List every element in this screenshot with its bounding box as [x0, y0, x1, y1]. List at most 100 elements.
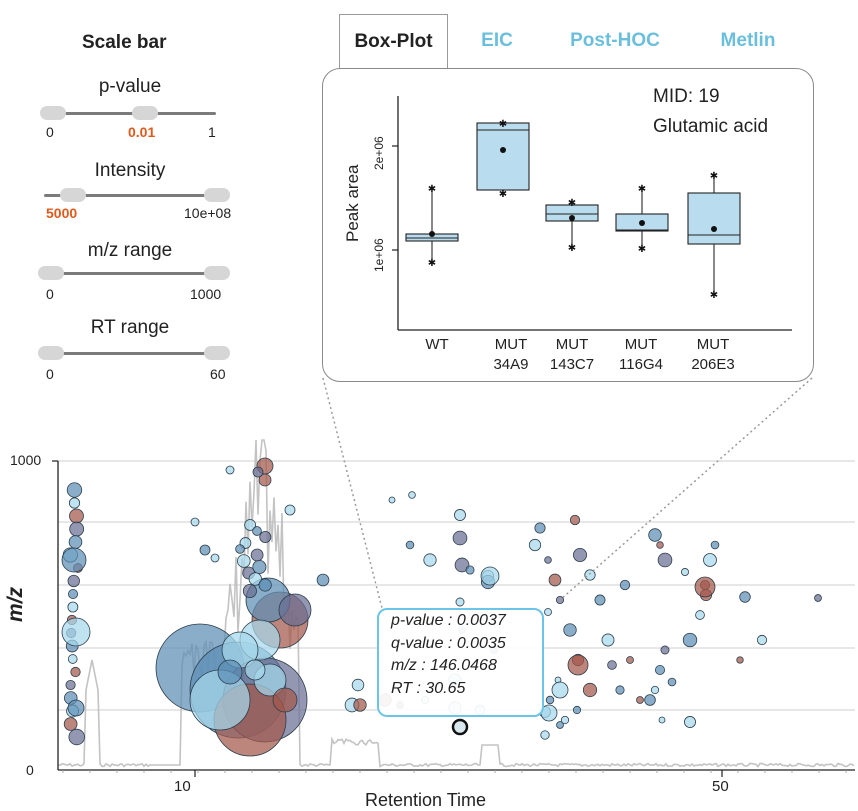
scatter-point: [657, 552, 673, 568]
scatter-point: [658, 716, 666, 724]
scatter-point: [695, 610, 705, 620]
rt-range-slider-label: RT range: [90, 317, 170, 338]
scatter-point: [465, 565, 475, 575]
scatter-point: [626, 656, 634, 664]
rt-range-max-handle[interactable]: [204, 346, 230, 360]
outlier-mark: ✱: [428, 258, 436, 269]
scatter-point: [454, 509, 466, 521]
mz-range-slider-track[interactable]: [44, 272, 216, 275]
scatter-point: [560, 715, 570, 725]
tab-box-plot[interactable]: Box-Plot: [339, 14, 448, 69]
pvalue-slider-min-handle[interactable]: [40, 106, 66, 120]
pvalue-min-label: 0: [46, 124, 54, 140]
scatter-point: [258, 578, 272, 592]
scatter-point: [69, 508, 84, 524]
scatter-point: [259, 531, 272, 543]
group-label-143c7-line1: MUT: [555, 336, 589, 353]
scatter-point: [655, 665, 665, 675]
scatter-point: [567, 654, 589, 676]
scatter-point: [252, 559, 267, 575]
scatter-point: [61, 617, 91, 647]
scatter-point: [656, 541, 664, 549]
x-axis-label: Retention Time: [365, 790, 487, 810]
intensity-slider-max-handle[interactable]: [204, 188, 230, 202]
pvalue-slider-value-handle[interactable]: [132, 106, 158, 120]
group-label-206e3-line1: MUT: [696, 336, 730, 353]
pvalue-slider-label: p-value: [98, 76, 162, 97]
group-label-wt: WT: [425, 336, 449, 353]
mz-range-max-handle[interactable]: [204, 266, 230, 280]
mean-point: [569, 215, 575, 221]
scatter-point: [650, 685, 660, 695]
scatter-point: [667, 677, 677, 687]
scatter-point: [756, 634, 768, 646]
scatter-point: [684, 716, 696, 728]
intensity-value-label: 5000: [46, 205, 78, 221]
selected-point[interactable]: [451, 718, 469, 736]
scatter-point: [353, 698, 367, 712]
intensity-slider-track[interactable]: [44, 194, 216, 197]
mean-point: [639, 220, 645, 226]
x-tick-50: 50: [712, 778, 729, 795]
group-label-206e3-line2: 206E3: [691, 356, 735, 373]
scatter-point: [648, 528, 662, 542]
scatter-point: [569, 514, 581, 526]
scatter-point: [480, 566, 500, 586]
pvalue-max-label: 1: [208, 124, 216, 140]
tab-post-hoc[interactable]: Post-HOC: [570, 30, 660, 51]
scatter-point: [210, 553, 220, 563]
scatter-point: [572, 547, 588, 563]
scatter-point: [540, 730, 550, 740]
tab-metlin[interactable]: Metlin: [720, 30, 776, 51]
scatter-point: [244, 659, 266, 681]
outlier-mark: ✱: [568, 243, 576, 254]
scatter-point: [582, 682, 598, 698]
scatter-point: [68, 497, 81, 509]
scatter-point: [61, 547, 87, 573]
pvalue-slider-track[interactable]: [44, 112, 216, 115]
rt-range-slider-track[interactable]: [44, 352, 216, 355]
outlier-mark: ✱: [638, 184, 646, 195]
scatter-point: [644, 694, 656, 706]
scatter-point: [68, 535, 83, 549]
scatter-point: [65, 679, 76, 691]
scatter-point: [235, 544, 245, 554]
scatter-point: [68, 589, 79, 599]
mz-range-slider-label: m/z range: [87, 240, 173, 261]
scatter-point: [563, 623, 577, 637]
scatter-point: [739, 591, 751, 603]
scatter-point: [710, 540, 720, 550]
intensity-slider-min-handle[interactable]: [60, 188, 86, 202]
mean-point: [500, 147, 506, 153]
mz-range-min-handle[interactable]: [38, 266, 64, 280]
y-tick-0: 0: [26, 762, 34, 778]
mean-point: [429, 231, 435, 237]
tooltip-mz: m/z : 146.0468: [391, 657, 497, 674]
y-tick-1000: 1000: [10, 452, 42, 468]
scatter-point: [545, 695, 555, 705]
outlier-mark: ✱: [710, 290, 718, 301]
scatter-point: [455, 597, 465, 607]
rt-range-max-label: 60: [210, 366, 226, 382]
scatter-point: [534, 522, 546, 534]
scatter-point: [408, 491, 416, 499]
scatter-point: [67, 654, 78, 664]
scatter-point: [199, 544, 211, 556]
boxplot-ytick-2e6: 2e+06: [372, 136, 386, 170]
scatter-point: [258, 473, 272, 487]
scatter-point: [248, 572, 262, 586]
scatter-point: [682, 632, 698, 648]
box: [476, 122, 530, 191]
intensity-slider-label: Intensity: [94, 160, 166, 181]
boxplot-chart: ✱ ✱ ✱ ✱ ✱ ✱ ✱ ✱ ✱ ✱: [392, 96, 792, 331]
outlier-mark: ✱: [710, 171, 718, 182]
scatter-point: [681, 568, 689, 576]
scatter-point: [252, 466, 264, 478]
intensity-max-label: 10e+08: [184, 205, 232, 221]
rt-range-min-handle[interactable]: [38, 346, 64, 360]
scatter-point: [636, 696, 644, 704]
scatter-point: [237, 554, 251, 568]
tab-eic[interactable]: EIC: [481, 30, 513, 51]
scatter-point: [528, 538, 542, 552]
scatter-point: [69, 521, 85, 537]
